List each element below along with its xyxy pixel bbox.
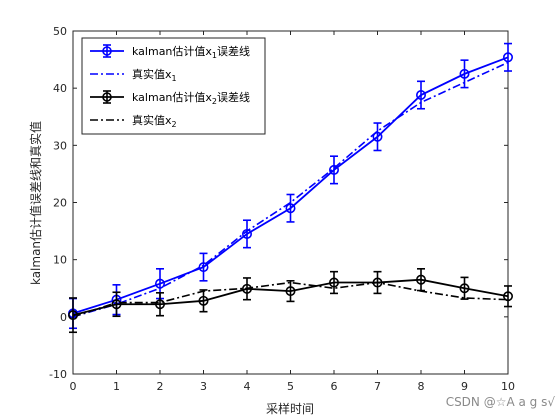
y-axis-label: kalman估计值误差线和真实值 [28, 121, 43, 285]
data-point [155, 299, 166, 310]
y-tick-label: -10 [49, 368, 67, 381]
x-tick-label: 2 [157, 380, 164, 393]
y-tick-label: 50 [53, 25, 67, 38]
series-4 [72, 281, 509, 318]
series-line [72, 281, 509, 318]
legend-entry: kalman估计值x1误差线 [90, 44, 250, 60]
data-point [372, 277, 383, 288]
x-axis-label: 采样时间 [266, 401, 314, 416]
legend-label: 真实值x2 [132, 113, 177, 129]
y-tick-label: 10 [53, 254, 67, 267]
x-tick-label: 8 [418, 380, 425, 393]
x-tick-label: 5 [287, 380, 294, 393]
series-3 [68, 268, 513, 334]
legend-entry: kalman估计值x2误差线 [90, 90, 250, 106]
data-point [68, 310, 79, 321]
x-tick-label: 7 [374, 380, 381, 393]
x-tick-label: 0 [70, 380, 77, 393]
data-point [198, 295, 209, 306]
y-tick-label: 20 [53, 197, 67, 210]
data-point [155, 278, 166, 289]
data-point [459, 68, 470, 79]
data-point [242, 283, 253, 294]
legend-box [81, 37, 266, 135]
y-tick-label: 40 [53, 82, 67, 95]
data-point [285, 203, 296, 214]
legend-label: 真实值x1 [132, 67, 177, 83]
x-tick-label: 9 [461, 380, 468, 393]
x-tick-label: 4 [244, 380, 251, 393]
legend-marker [102, 92, 112, 102]
data-point [328, 164, 339, 175]
legend-label: kalman估计值x1误差线 [132, 44, 250, 60]
x-tick-label: 1 [113, 380, 120, 393]
legend-marker [102, 46, 112, 56]
x-tick-label: 10 [501, 380, 515, 393]
x-tick-label: 3 [200, 380, 207, 393]
data-point [328, 277, 339, 288]
data-point [415, 274, 426, 285]
data-point [502, 291, 513, 302]
y-tick-label: 30 [53, 139, 67, 152]
data-point [415, 90, 426, 101]
legend-label: kalman估计值x2误差线 [132, 90, 250, 106]
data-point [285, 286, 296, 297]
x-tick-label: 6 [331, 380, 338, 393]
legend-entry: 真实值x2 [90, 113, 177, 129]
data-point [198, 262, 209, 273]
watermark: CSDN @☆A a g s√ [446, 395, 556, 409]
data-point [242, 228, 253, 239]
data-point [502, 52, 513, 63]
y-tick-label: 0 [60, 311, 67, 324]
series-line [72, 61, 509, 318]
data-point [372, 131, 383, 142]
data-point [459, 283, 470, 294]
series-2 [72, 61, 509, 318]
legend-entry: 真实值x1 [90, 67, 177, 83]
data-point [111, 299, 122, 310]
